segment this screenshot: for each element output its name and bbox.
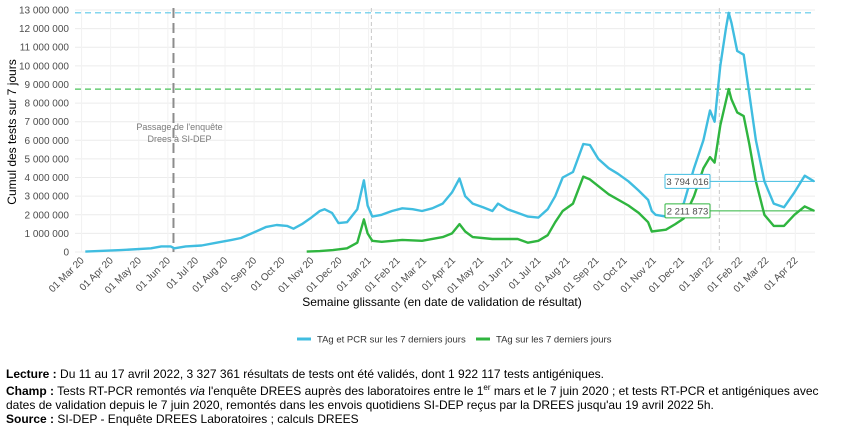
notes: Lecture : Du 11 au 17 avril 2022, 3 327 …	[6, 367, 821, 426]
y-tick-label: 2 000 000	[25, 210, 70, 221]
annotation: Drees à SI-DEP	[147, 134, 211, 144]
y-tick-label: 13 000 000	[19, 6, 69, 17]
y-axis-label: Cumul des tests sur 7 jours	[5, 59, 19, 204]
y-tick-label: 4 000 000	[25, 173, 70, 184]
series-line	[85, 11, 815, 253]
note-label: Lecture :	[6, 367, 57, 381]
end-label: 2 211 873	[667, 206, 709, 217]
note-text: l'enquête DREES auprès des laboratoires …	[204, 384, 484, 398]
series-line	[306, 87, 815, 253]
note-text: Tests RT-PCR remontés	[54, 384, 190, 398]
end-label-box	[664, 203, 711, 219]
y-tick-label: 6 000 000	[25, 136, 70, 147]
note: Source : SI-DEP - Enquête DREES Laborato…	[6, 412, 821, 426]
y-tick-label: 11 000 000	[20, 43, 70, 54]
note-text: SI-DEP - Enquête DREES Laboratoires ; ca…	[54, 412, 359, 426]
legend-label: TAg et PCR sur les 7 derniers jours	[317, 335, 466, 346]
chart: Cumul des tests sur 7 jours Semaine glis…	[5, 6, 815, 346]
legend-label: TAg sur les 7 derniers jours	[496, 335, 612, 346]
y-tick-label: 5 000 000	[25, 154, 70, 165]
annotation: Passage de l'enquête	[136, 122, 222, 132]
y-tick-label: 7 000 000	[25, 117, 70, 128]
y-tick-label: 8 000 000	[25, 99, 70, 110]
y-tick-label: 10 000 000	[19, 61, 69, 72]
end-label: 3 794 016	[666, 177, 708, 188]
note: Champ : Tests RT-PCR remontés via l'enqu…	[6, 381, 821, 412]
note-text: mars et le 7 juin 2020 ; et tests RT-PCR…	[6, 384, 819, 412]
y-tick-label: 12 000 000	[19, 24, 69, 35]
note-text: er	[483, 383, 491, 392]
note-text: Du 11 au 17 avril 2022, 3 327 361 résult…	[56, 367, 604, 381]
end-label-box	[664, 173, 711, 189]
x-axis-label: Semaine glissante (en date de validation…	[302, 295, 582, 309]
y-tick-label: 3 000 000	[25, 192, 70, 203]
y-tick-label: 0	[63, 248, 69, 259]
y-tick-label: 1 000 000	[25, 229, 70, 240]
y-tick-label: 9 000 000	[25, 80, 70, 91]
note: Lecture : Du 11 au 17 avril 2022, 3 327 …	[6, 367, 821, 381]
note-label: Champ :	[6, 384, 54, 398]
note-text: via	[189, 384, 205, 398]
note-label: Source :	[6, 412, 55, 426]
